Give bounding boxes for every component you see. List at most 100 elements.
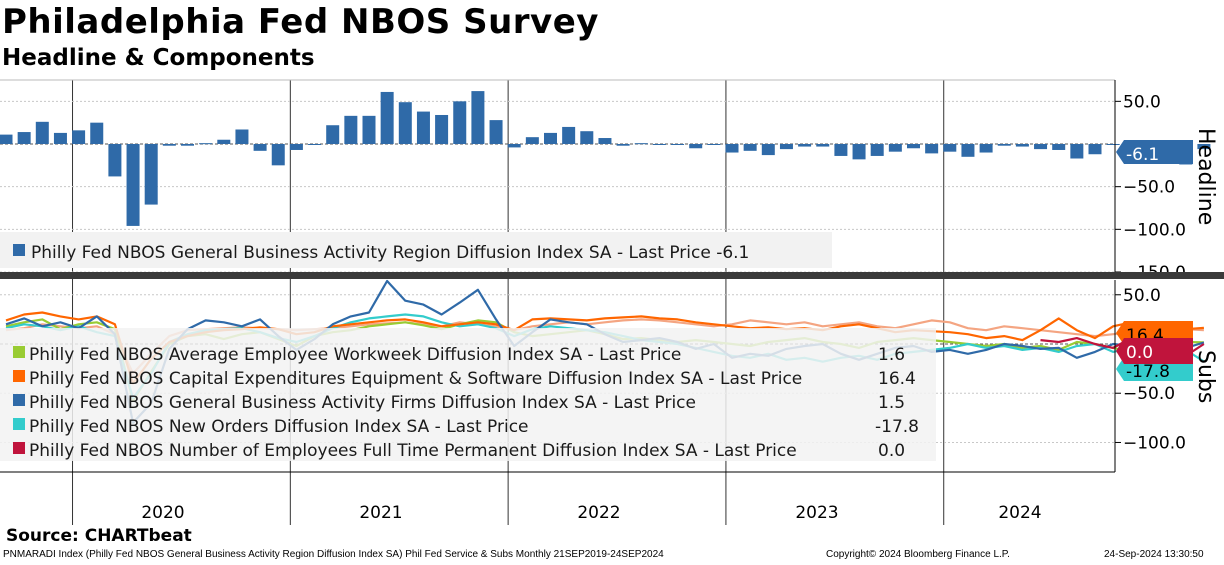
top-legend-bg xyxy=(0,232,832,268)
headline-bar xyxy=(253,144,267,151)
headline-bar xyxy=(1106,144,1120,145)
headline-bar xyxy=(362,115,376,144)
bottom-ytick-label: −100.0 xyxy=(1123,433,1186,453)
headline-bar xyxy=(199,143,213,145)
headline-bar xyxy=(217,139,231,144)
headline-bar xyxy=(907,144,920,149)
chart-title: Philadelphia Fed NBOS Survey xyxy=(2,2,599,42)
headline-bar xyxy=(525,137,539,144)
footer-ticker-info: PNMARADI Index (Philly Fed NBOS General … xyxy=(3,549,664,560)
headline-bar xyxy=(308,144,322,145)
headline-bar xyxy=(0,134,13,144)
side-label-headline: Headline xyxy=(1193,128,1218,225)
legend-swatch-firms xyxy=(13,394,25,406)
legend-label-workweek: Philly Fed NBOS Average Employee Workwee… xyxy=(29,345,681,365)
headline-bar xyxy=(235,129,249,144)
headline-bar xyxy=(507,144,521,148)
headline-bar xyxy=(961,144,975,157)
xtick-2022: 2022 xyxy=(577,503,620,523)
bottom-legend: Philly Fed NBOS Average Employee Workwee… xyxy=(0,328,936,461)
headline-bar xyxy=(344,115,358,144)
headline-bar xyxy=(398,102,412,144)
headline-bar xyxy=(707,144,721,145)
headline-bar xyxy=(834,144,848,156)
headline-bar xyxy=(35,121,49,144)
headline-bar xyxy=(997,144,1011,146)
headline-bar xyxy=(489,120,503,144)
chart-subtitle: Headline & Components xyxy=(2,45,315,71)
headline-bar xyxy=(652,144,666,145)
axes: 50.0−50.0−100.0−150.050.0−50.0−100.0 xyxy=(0,79,1224,473)
headline-bar xyxy=(761,144,775,156)
side-label-subs: Subs xyxy=(1193,350,1218,403)
headline-bar xyxy=(72,130,86,144)
legend-label-new-orders: Philly Fed NBOS New Orders Diffusion Ind… xyxy=(29,417,529,437)
tag-new-orders-text: -17.8 xyxy=(1126,362,1170,382)
headline-bar xyxy=(380,91,394,144)
footer-copyright: Copyright© 2024 Bloomberg Finance L.P. xyxy=(826,549,1010,560)
tag-headline-text: -6.1 xyxy=(1126,145,1159,165)
footer-timestamp: 24-Sep-2024 13:30:50 xyxy=(1104,549,1204,560)
headline-bar xyxy=(743,144,757,151)
headline-bar xyxy=(1015,144,1029,147)
bottom-legend-bg xyxy=(0,328,936,461)
top-ytick-label: 50.0 xyxy=(1123,92,1161,112)
bottom-ytick-label: 50.0 xyxy=(1123,286,1161,306)
legend-label-employees: Philly Fed NBOS Number of Employees Full… xyxy=(29,441,797,461)
headline-bars xyxy=(0,91,1211,226)
top-legend-label: Philly Fed NBOS General Business Activit… xyxy=(31,243,749,263)
headline-bar xyxy=(1197,144,1211,150)
legend-swatch-workweek xyxy=(13,346,25,358)
headline-bar xyxy=(181,144,194,146)
panel-divider xyxy=(0,272,1224,279)
legend-swatch-new-orders xyxy=(13,418,25,430)
headline-bar xyxy=(1070,144,1084,159)
tag-employees-text: 0.0 xyxy=(1126,343,1153,363)
legend-swatch-capex xyxy=(13,370,25,382)
headline-bar xyxy=(580,131,594,144)
legend-swatch-employees xyxy=(13,442,25,454)
headline-bar xyxy=(616,144,630,146)
legend-value-new-orders: -17.8 xyxy=(875,417,919,437)
headline-bar xyxy=(1034,144,1048,150)
headline-bar xyxy=(17,132,31,144)
legend-value-workweek: 1.6 xyxy=(878,345,905,365)
headline-bar xyxy=(435,114,449,144)
headline-bar xyxy=(1088,144,1102,155)
headline-bar xyxy=(852,144,866,160)
top-ytick-label: −100.0 xyxy=(1123,220,1186,240)
xtick-2020: 2020 xyxy=(141,503,184,523)
headline-bar xyxy=(870,144,884,156)
top-legend: Philly Fed NBOS General Business Activit… xyxy=(0,232,832,268)
headline-bar xyxy=(544,132,557,144)
xtick-2021: 2021 xyxy=(359,503,402,523)
top-ytick-label: −50.0 xyxy=(1123,178,1175,198)
legend-value-capex: 16.4 xyxy=(878,369,916,389)
bottom-ytick-label: −50.0 xyxy=(1123,384,1175,404)
legend-value-firms: 1.5 xyxy=(878,393,905,413)
headline-bar xyxy=(671,144,685,145)
headline-bar xyxy=(471,91,485,144)
headline-bar xyxy=(326,125,340,144)
headline-bar xyxy=(126,144,140,226)
legend-label-capex: Philly Fed NBOS Capital Expenditures Equ… xyxy=(29,369,802,389)
headline-bar xyxy=(888,144,902,152)
headline-bar xyxy=(562,126,576,144)
headline-bar xyxy=(634,143,648,145)
headline-bar xyxy=(271,144,285,166)
headline-bar xyxy=(816,144,830,147)
headline-bar xyxy=(943,144,957,152)
legend-label-firms: Philly Fed NBOS General Business Activit… xyxy=(29,393,696,413)
xtick-2024: 2024 xyxy=(998,503,1041,523)
headline-bar xyxy=(90,122,104,144)
top-legend-swatch xyxy=(13,244,25,256)
headline-bar xyxy=(779,144,793,150)
headline-bar xyxy=(453,101,467,144)
headline-bar xyxy=(416,111,430,144)
headline-bar xyxy=(979,144,993,153)
headline-bar xyxy=(108,144,122,177)
headline-bar xyxy=(53,132,67,144)
headline-bar xyxy=(289,144,303,150)
headline-bar xyxy=(598,138,612,144)
